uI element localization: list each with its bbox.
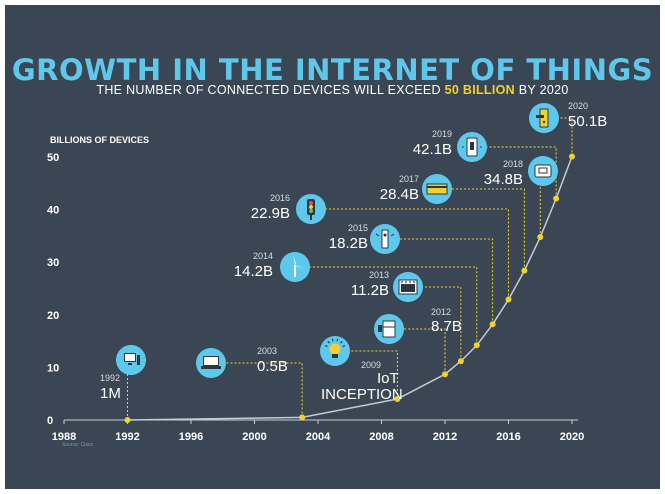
point-value-label: 18.2B xyxy=(329,235,368,252)
data-point xyxy=(505,296,512,303)
leader-line xyxy=(385,238,494,325)
point-year-label: 1992 xyxy=(100,373,120,383)
data-point xyxy=(489,321,496,328)
point-value-label: 14.2B xyxy=(234,263,273,280)
smart-meter-icon xyxy=(370,224,400,254)
point-year-label: 2017 xyxy=(399,174,419,184)
leader-line xyxy=(437,188,525,271)
point-year-label: 2018 xyxy=(503,159,523,169)
point-year-label: 2013 xyxy=(369,270,389,280)
subtitle-prefix: THE NUMBER OF CONNECTED DEVICES WILL EXC… xyxy=(96,83,441,97)
x-tick-label: 2016 xyxy=(496,431,520,443)
data-point xyxy=(537,233,544,240)
leader-line xyxy=(335,350,398,399)
laptop-icon xyxy=(196,348,226,378)
x-tick-label: 2012 xyxy=(433,431,457,443)
point-year-label: 2015 xyxy=(348,223,368,233)
point-value-label: 28.4B xyxy=(380,186,419,203)
point-year-label: 2016 xyxy=(270,193,290,203)
data-point xyxy=(442,371,448,378)
wind-turbine-icon xyxy=(280,252,310,282)
x-tick-label: 2008 xyxy=(369,431,393,443)
card-reader-icon xyxy=(422,174,452,204)
y-tick-label: 50 xyxy=(47,152,59,164)
data-point xyxy=(457,358,464,365)
x-axis-ticks: 1988 1992 1996 2000 2004 2008 2012 2016 2020 xyxy=(52,420,584,443)
data-points xyxy=(124,153,575,423)
x-tick-label: 2004 xyxy=(306,431,331,443)
x-tick-label: 1996 xyxy=(179,431,203,443)
y-tick-label: 30 xyxy=(47,257,59,269)
leader-line xyxy=(389,328,446,375)
point-year-label: 2009 xyxy=(361,360,381,370)
y-tick-label: 20 xyxy=(47,310,59,322)
leader-line xyxy=(408,286,462,362)
point-value-label: 11.2B xyxy=(351,282,389,299)
data-point xyxy=(521,267,528,274)
point-year-label: 2014 xyxy=(253,251,273,261)
y-tick-label: 10 xyxy=(47,362,59,374)
smart-switch-icon xyxy=(457,132,487,162)
thermostat-icon xyxy=(528,156,558,186)
point-year-label: 2019 xyxy=(432,129,452,139)
data-point xyxy=(299,414,306,421)
x-tick-label: 2000 xyxy=(242,431,266,443)
smart-appliance-icon xyxy=(374,314,404,344)
y-tick-label: 0 xyxy=(47,415,53,427)
subtitle-suffix: BY 2020 xyxy=(518,83,569,97)
point-value-label: 8.7B xyxy=(431,318,462,335)
iot-growth-chart: BILLIONS OF DEVICES 0 10 20 30 40 50 1988 1992… xyxy=(47,101,607,448)
point-value-label: 1M xyxy=(100,385,121,402)
smart-lock-icon xyxy=(529,103,559,133)
subtitle-highlight: 50 BILLION xyxy=(444,83,515,97)
x-tick-label: 2020 xyxy=(560,431,584,443)
data-point xyxy=(394,395,401,402)
source-note: Source: Cisco xyxy=(62,442,93,448)
point-value-label: 34.8B xyxy=(484,171,523,188)
data-point xyxy=(124,416,131,423)
data-point xyxy=(473,342,480,349)
x-tick-label: 1992 xyxy=(115,431,139,443)
chart-title: GROWTH IN THE INTERNET OF THINGS xyxy=(11,53,654,87)
y-axis-ticks: 0 10 20 30 40 50 xyxy=(47,152,59,427)
infographic-panel: GROWTH IN THE INTERNET OF THINGS THE NUM… xyxy=(5,5,660,489)
desktop-computer-icon xyxy=(116,345,146,375)
y-axis-label: BILLIONS OF DEVICES xyxy=(50,135,149,145)
chart-subtitle: THE NUMBER OF CONNECTED DEVICES WILL EXC… xyxy=(5,83,660,97)
leader-line xyxy=(472,146,557,199)
growth-curve xyxy=(127,156,573,421)
point-value-label: 0.5B xyxy=(257,358,288,375)
point-value-label: 22.9B xyxy=(251,205,290,222)
y-tick-label: 40 xyxy=(47,205,59,217)
point-value-label: 50.1B xyxy=(568,113,607,130)
point-year-label: 2012 xyxy=(431,307,451,317)
traffic-light-icon xyxy=(296,194,326,224)
data-point xyxy=(569,153,575,160)
point-year-label: 2020 xyxy=(568,101,588,111)
oven-icon xyxy=(393,272,423,302)
point-value-label: 42.1B xyxy=(413,141,452,158)
lightbulb-icon xyxy=(320,336,350,366)
point-value-label: IoT INCEPTION xyxy=(321,370,403,403)
x-tick-label: 1988 xyxy=(52,431,76,443)
data-point xyxy=(553,195,560,202)
point-year-label: 2003 xyxy=(257,346,277,356)
